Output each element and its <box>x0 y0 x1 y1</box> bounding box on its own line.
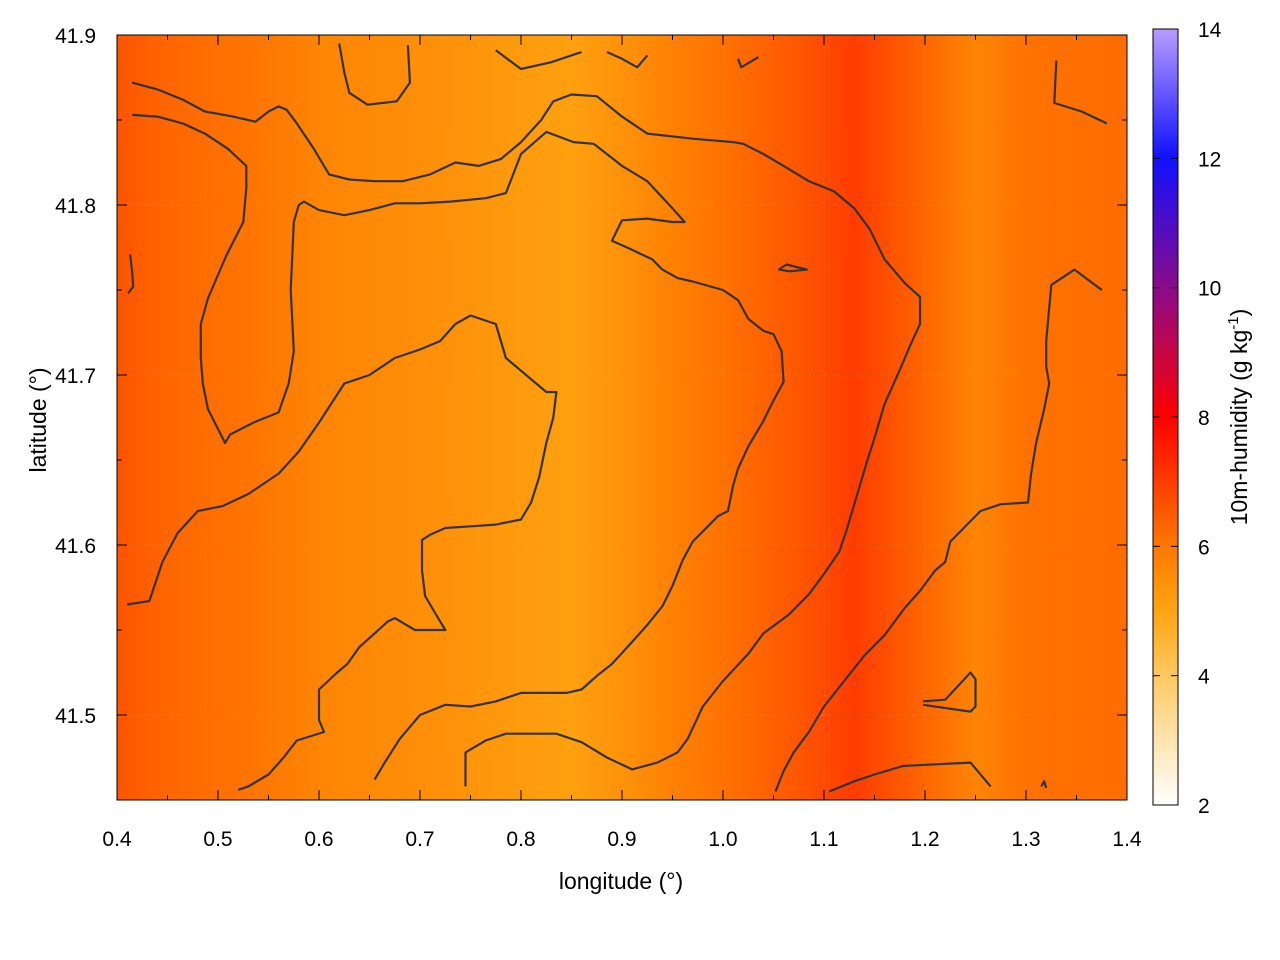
y-tick-label: 41.8 <box>55 195 96 218</box>
x-tick-label: 1.4 <box>1112 828 1142 851</box>
contour-line <box>606 50 649 69</box>
contour-line <box>1040 780 1048 789</box>
contour-line <box>1053 60 1108 125</box>
x-tick-label: 1.3 <box>1011 828 1040 851</box>
colorbar-tick-label: 10 <box>1198 278 1221 301</box>
x-tick-label: 0.4 <box>102 828 132 851</box>
contour-line <box>126 314 558 791</box>
contour-line <box>737 56 759 69</box>
contour-line <box>778 263 808 273</box>
colorbar-tick-label: 6 <box>1198 536 1210 559</box>
colorbar-tick-label: 2 <box>1198 795 1210 818</box>
x-tick-label: 1.1 <box>809 828 838 851</box>
y-tick-label: 41.5 <box>55 705 96 728</box>
x-axis-ticks: 0.4 0.5 0.6 0.7 0.8 0.9 1.0 1.1 1.2 1.3 1.4 <box>102 35 1142 851</box>
y-tick-label: 41.7 <box>55 365 96 388</box>
grid-lines <box>117 35 1127 800</box>
x-tick-label: 1.2 <box>910 828 939 851</box>
contour-lines <box>126 43 1108 793</box>
colorbar-title: 10m-humidity (g kg-1) <box>1225 309 1252 526</box>
contour-line <box>774 268 1103 792</box>
x-tick-label: 1.0 <box>708 828 737 851</box>
heatmap-field <box>117 35 1127 800</box>
contour-line <box>828 761 992 793</box>
y-axis-title: latitude (°) <box>25 367 51 472</box>
contour-line <box>127 254 135 295</box>
contour-line <box>132 113 785 781</box>
colorbar-ticks: 2 4 6 8 10 12 14 <box>1153 19 1222 818</box>
colorbar-tick-label: 4 <box>1198 666 1210 689</box>
y-tick-label: 41.6 <box>55 535 96 558</box>
x-tick-label: 0.6 <box>304 828 333 851</box>
contour-line <box>495 49 582 71</box>
contour-line <box>131 81 922 787</box>
x-tick-label: 0.8 <box>506 828 535 851</box>
y-tick-label: 41.9 <box>55 25 96 48</box>
colorbar-tick-label: 12 <box>1198 148 1221 171</box>
contour-line <box>338 43 411 106</box>
x-tick-label: 0.7 <box>405 828 434 851</box>
x-tick-label: 0.9 <box>607 828 636 851</box>
contour-line <box>922 671 977 713</box>
colorbar-tick-label: 14 <box>1198 19 1222 42</box>
colorbar-tick-label: 8 <box>1198 407 1210 430</box>
x-axis-title: longitude (°) <box>559 868 683 894</box>
y-axis-ticks: 41.5 41.6 41.7 41.8 41.9 <box>55 25 1127 728</box>
x-tick-label: 0.5 <box>203 828 232 851</box>
